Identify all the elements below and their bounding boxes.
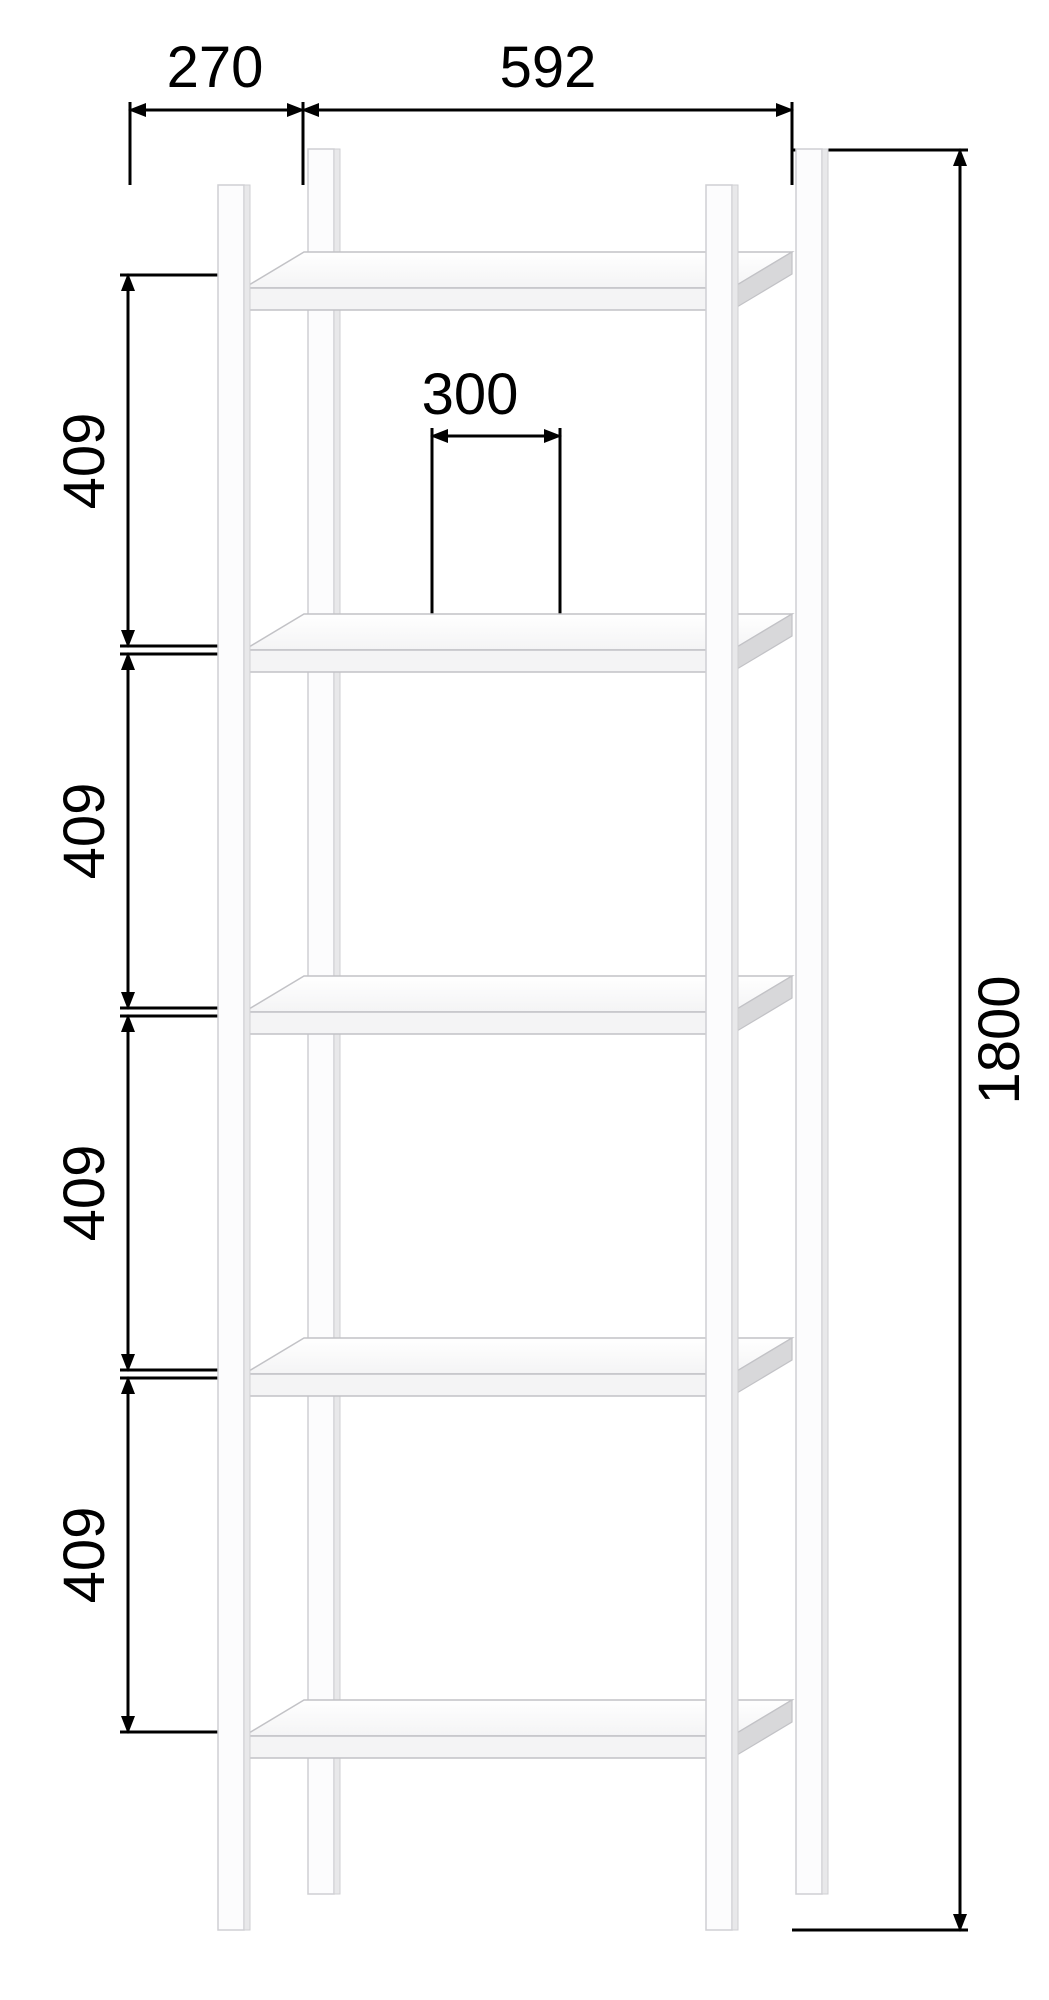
dim-label-height: 1800 xyxy=(971,975,1029,1104)
dim-label-depth: 270 xyxy=(167,39,264,97)
drawing-svg xyxy=(0,0,1049,2000)
dim-label-gap-1: 409 xyxy=(56,413,114,510)
technical-drawing: 270 592 300 1800 409 409 409 409 xyxy=(0,0,1049,2000)
dim-label-gap-2: 409 xyxy=(56,783,114,880)
bookshelf xyxy=(218,149,828,1930)
dim-label-gap-3: 409 xyxy=(56,1145,114,1242)
dim-label-shelfd: 300 xyxy=(422,366,519,424)
dim-label-width: 592 xyxy=(500,39,597,97)
dim-label-gap-4: 409 xyxy=(56,1507,114,1604)
